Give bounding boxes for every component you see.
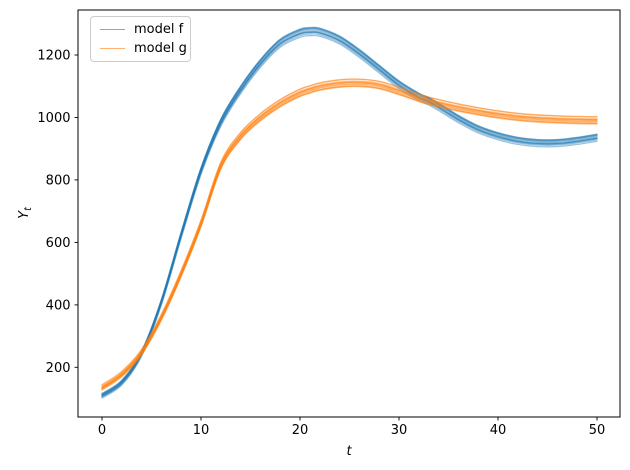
ensemble-line-model-f: [101, 29, 598, 396]
axes-spines: [77, 9, 621, 418]
ensemble-line-model-f: [101, 31, 598, 397]
ensemble-line-model-g: [101, 85, 598, 390]
ensemble-line-model-g: [101, 82, 598, 389]
ensemble-line-model-f: [101, 27, 598, 396]
ensemble-line-model-f: [101, 27, 598, 396]
y-tick-label: 1200: [37, 49, 70, 64]
legend: model f model g: [90, 16, 191, 62]
ensemble-line-model-f: [101, 26, 598, 395]
x-tick-label: 30: [391, 423, 408, 438]
y-tick-label: 800: [46, 173, 71, 188]
series-model-f: [101, 26, 598, 399]
legend-label-model-f: model f: [134, 22, 184, 37]
legend-item-model-f: model f: [100, 22, 184, 37]
legend-line-sample-model-g: [100, 48, 125, 49]
ensemble-line-model-f: [101, 30, 598, 397]
ensemble-line-model-g: [101, 83, 598, 390]
ensemble-line-model-g: [101, 78, 598, 387]
series-model-g: [101, 78, 598, 391]
y-axis-label-sub: t: [23, 206, 34, 211]
ensemble-line-model-f: [101, 31, 598, 398]
ensemble-line-model-g: [101, 85, 598, 390]
ensemble-line-model-g: [101, 81, 598, 389]
ensemble-line-model-g: [101, 85, 598, 391]
ensemble-line-model-g: [101, 81, 598, 388]
ensemble-line-model-f: [101, 31, 598, 397]
x-tick-label: 20: [292, 423, 309, 438]
ensemble-line-model-g: [101, 78, 598, 386]
y-axis-label: Yt: [17, 206, 34, 219]
y-tick-label: 200: [46, 361, 71, 376]
ensemble-line-model-f: [101, 26, 598, 394]
x-tick-label: 0: [98, 423, 106, 438]
legend-label-model-g: model g: [134, 41, 187, 56]
legend-item-model-g: model g: [100, 42, 187, 55]
x-tick-label: 50: [589, 423, 606, 438]
y-tick-label: 1000: [37, 111, 70, 126]
y-tick-label: 400: [46, 298, 71, 313]
ensemble-line-model-g: [101, 80, 598, 388]
y-axis-label-base: Y: [17, 210, 32, 219]
x-tick-label: 10: [193, 423, 210, 438]
x-tick-label: 40: [490, 423, 507, 438]
ensemble-line-model-g: [101, 83, 598, 389]
y-tick-label: 600: [46, 236, 71, 251]
ensemble-line-model-f: [101, 33, 598, 398]
legend-line-sample-model-f: [100, 29, 125, 30]
ensemble-line-model-f: [101, 34, 598, 399]
x-axis-label: t: [346, 444, 352, 459]
